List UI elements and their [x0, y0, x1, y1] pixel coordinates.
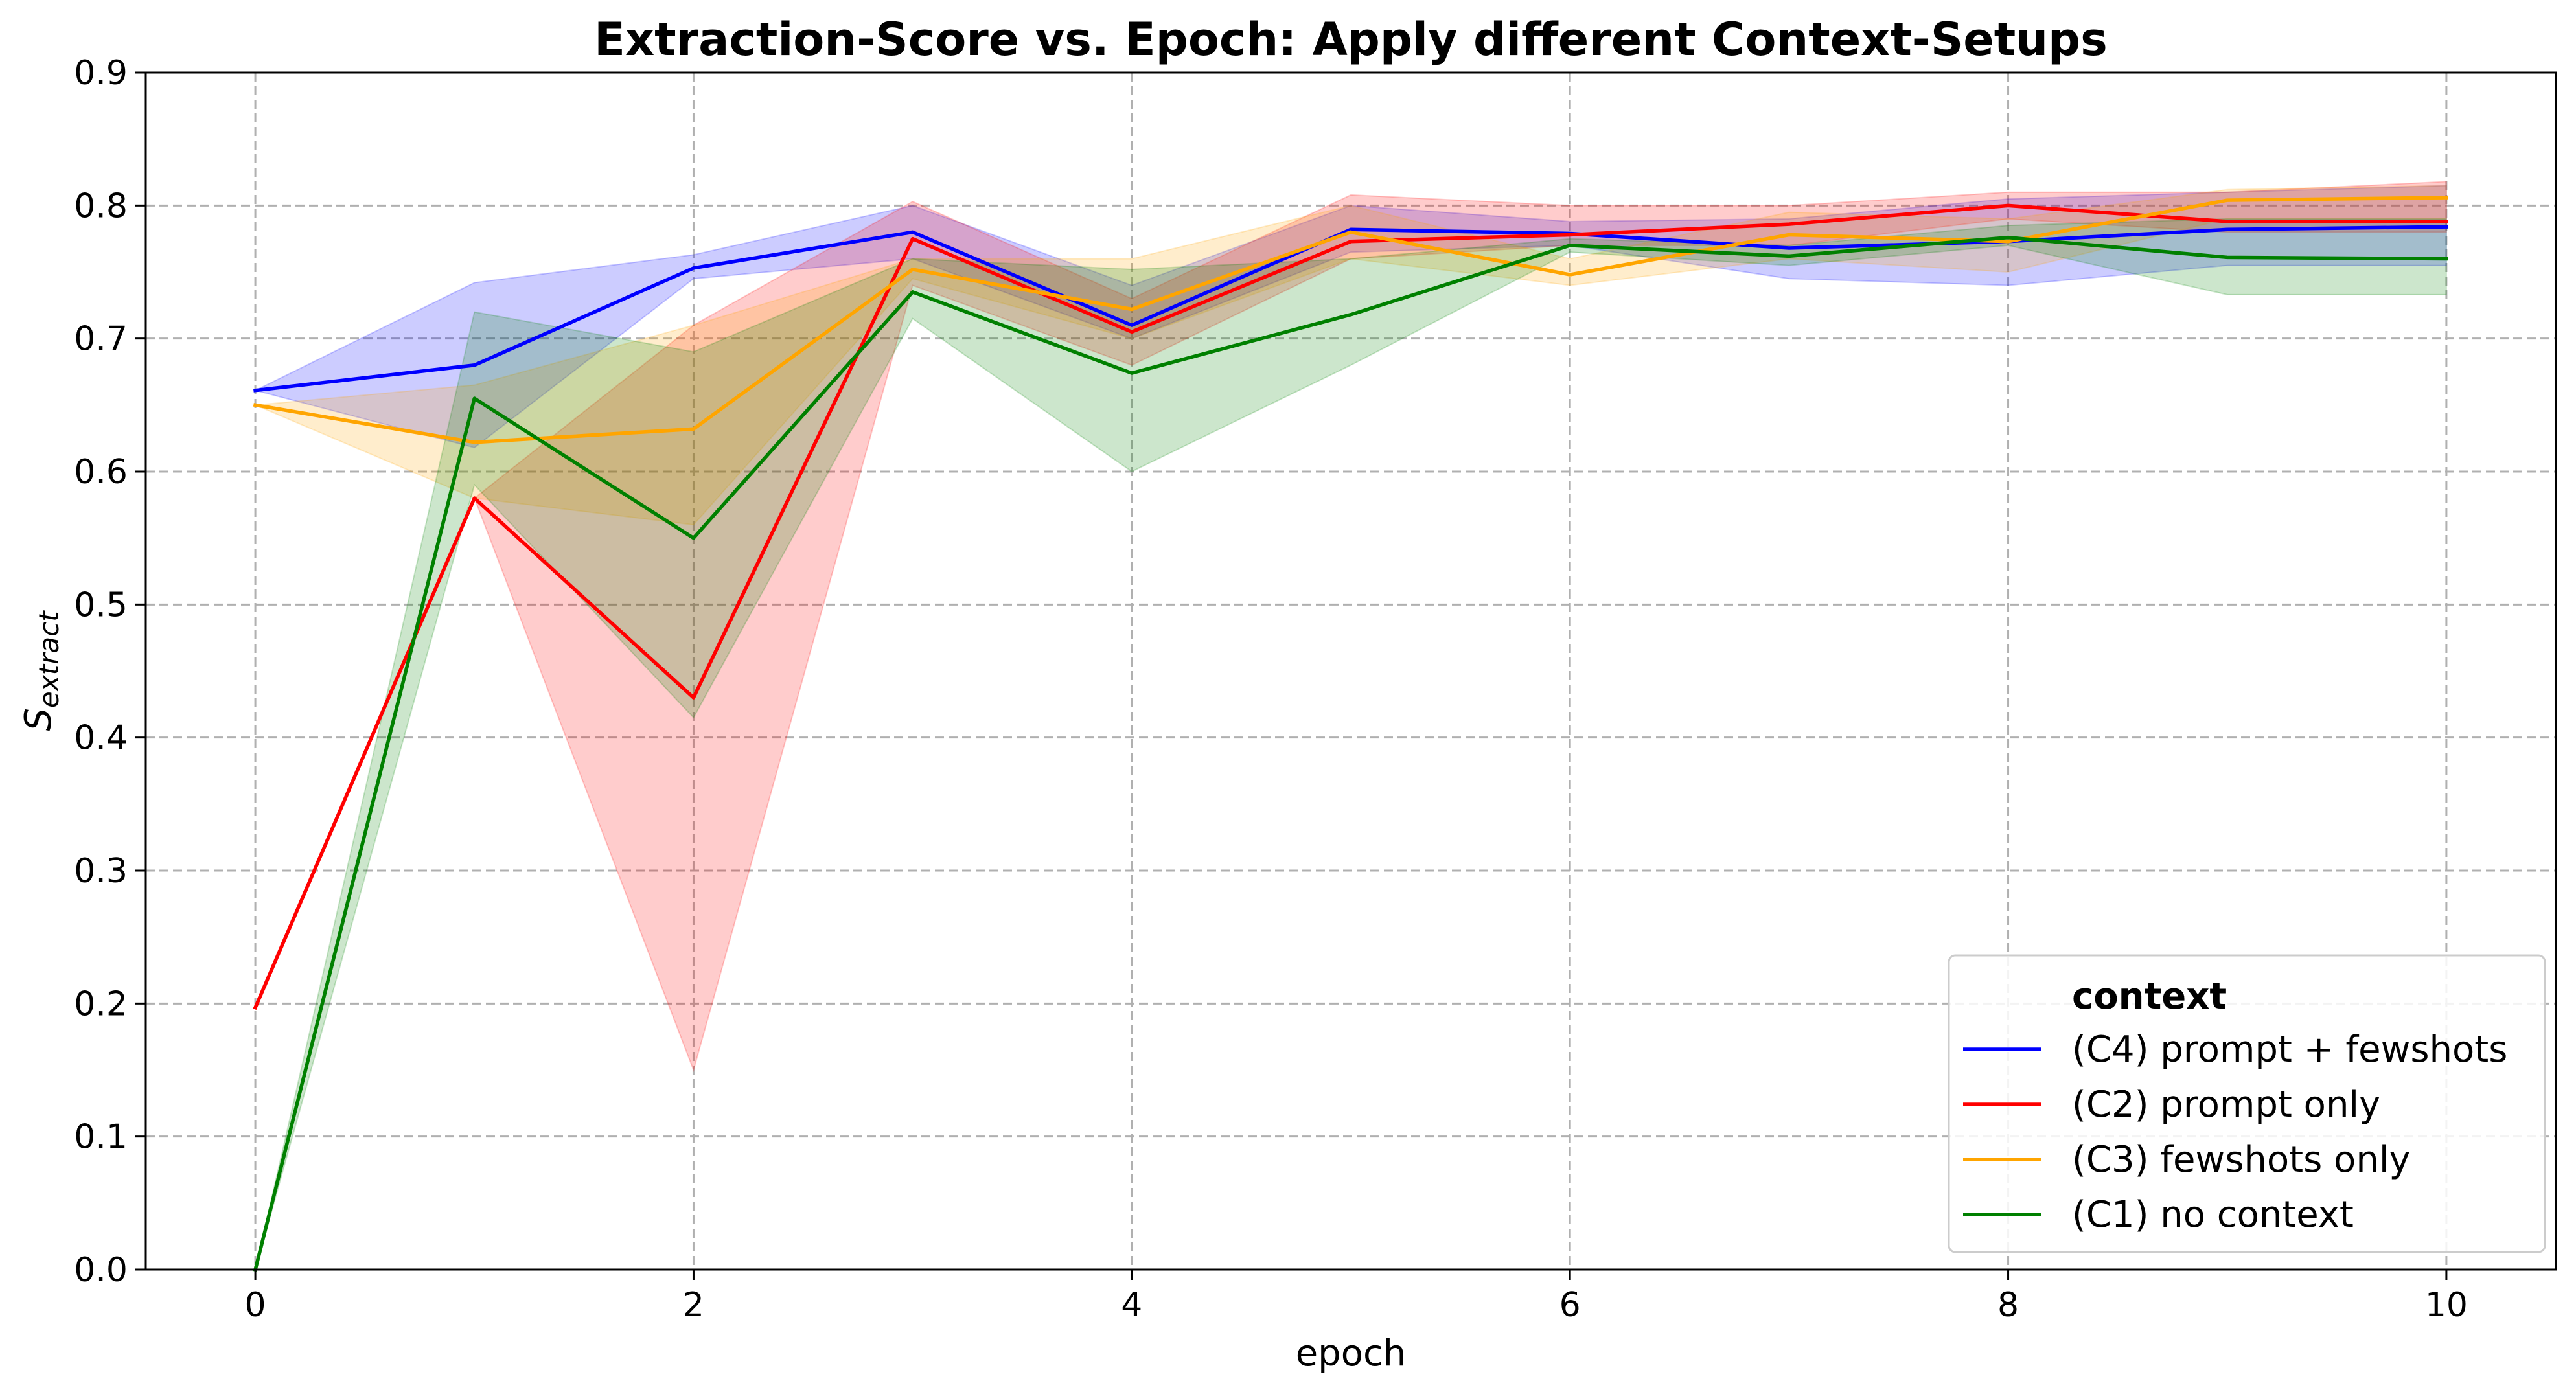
legend-entry-label: (C4) prompt + fewshots: [2072, 1029, 2507, 1071]
y-tick-label: 0.2: [74, 985, 128, 1023]
axis-ticks: 0 2 4 6 8 10 0.0 0.1 0.2 0.3 0.4 0.5 0.6 0.7 0.8 0.9: [74, 54, 2468, 1325]
y-tick-label: 0.5: [74, 586, 128, 624]
x-tick-label: 10: [2425, 1286, 2468, 1325]
chart-title: Extraction-Score vs. Epoch: Apply differ…: [594, 13, 2108, 66]
x-tick-label: 2: [683, 1286, 704, 1325]
series-lines: [253, 196, 2448, 1272]
legend-entry-label: (C3) fewshots only: [2072, 1139, 2411, 1181]
y-axis-label-subscript: extract: [33, 610, 65, 708]
x-axis-label: epoch: [1296, 1332, 1407, 1375]
y-axis-label: Sextract: [17, 610, 65, 731]
series-line: [253, 235, 2448, 1272]
y-tick-label: 0.3: [74, 852, 128, 891]
x-tick-label: 6: [1559, 1286, 1581, 1325]
y-axis-label-base: S: [17, 708, 60, 731]
series-line: [253, 203, 2448, 1010]
series-band: [255, 181, 2447, 1073]
series-line: [253, 196, 2448, 444]
plot-frame: [144, 71, 2557, 1271]
legend-entry-label: (C1) no context: [2072, 1194, 2354, 1236]
x-tick-label: 0: [245, 1286, 266, 1325]
y-tick-label: 0.8: [74, 187, 128, 225]
legend-entry-label: (C2) prompt only: [2072, 1084, 2380, 1126]
series-band: [255, 185, 2447, 526]
y-tick-label: 0.9: [74, 54, 128, 93]
y-tick-label: 0.1: [74, 1118, 128, 1157]
y-tick-label: 0.0: [74, 1251, 128, 1290]
series-band: [255, 218, 2447, 1270]
x-tick-label: 8: [1997, 1286, 2019, 1325]
y-tick-label: 0.7: [74, 320, 128, 359]
grid-lines: [146, 71, 2556, 1271]
legend-title: context: [2072, 976, 2227, 1018]
series-line: [253, 225, 2448, 393]
y-tick-label: 0.4: [74, 719, 128, 758]
x-tick-label: 4: [1121, 1286, 1142, 1325]
legend-box: [1948, 954, 2546, 1253]
legend: context (C4) prompt + fewshots (C2) prompt…: [1948, 954, 2546, 1253]
plot-border: [144, 71, 2557, 1271]
y-tick-label: 0.6: [74, 453, 128, 492]
